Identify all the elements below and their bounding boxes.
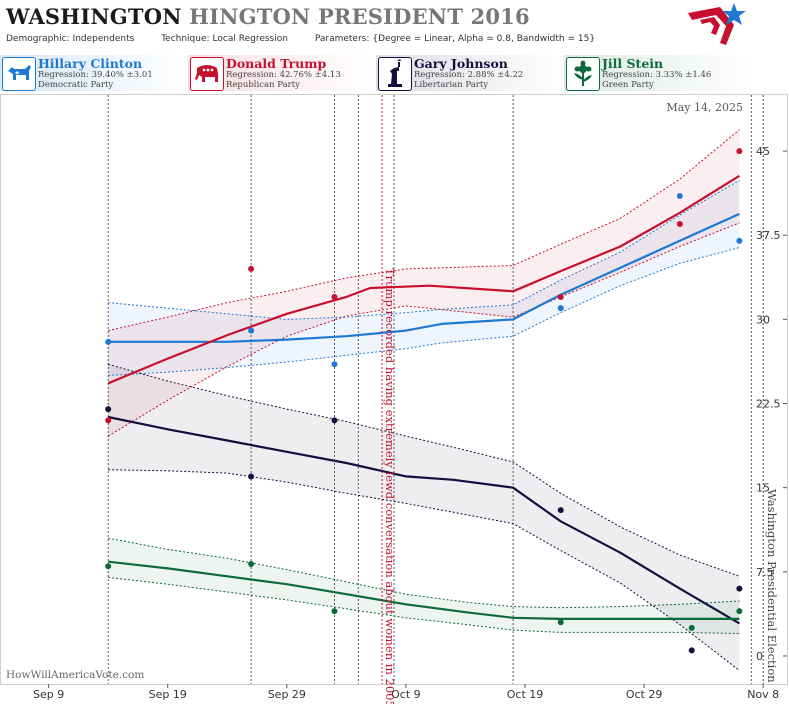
upper-bound-2 bbox=[108, 363, 740, 577]
axes: Sep 9 Sep 19 Sep 29 Oct 9 Oct 19 Oct 29 Nov 8 0… bbox=[33, 145, 787, 701]
poll-point-0-1 bbox=[248, 327, 255, 334]
poll-point-0-4 bbox=[676, 192, 683, 199]
poll-point-0-2 bbox=[331, 361, 338, 368]
poll-point-2-3 bbox=[557, 507, 564, 514]
elephant-icon bbox=[190, 57, 224, 91]
trend-line-3 bbox=[108, 560, 740, 620]
poll-point-1-4 bbox=[676, 221, 683, 228]
confidence-band-3 bbox=[108, 538, 740, 634]
donkey-icon bbox=[2, 57, 36, 91]
trend-line-0 bbox=[108, 212, 740, 343]
x-tick-label-6: Nov 8 bbox=[747, 688, 779, 701]
poll-point-3-3 bbox=[557, 619, 564, 626]
confidence-bounds bbox=[107, 129, 740, 671]
header: WASHINGTON HINGTON PRESIDENT 2016 Demogr… bbox=[0, 0, 789, 50]
confidence-band-1 bbox=[108, 129, 740, 437]
lower-bound-1 bbox=[107, 222, 740, 437]
trend-lines bbox=[107, 174, 740, 625]
poll-point-0-3 bbox=[557, 305, 564, 312]
legend-item-clinton: Hillary Clinton Regression: 39.40% ±3.01… bbox=[0, 55, 188, 91]
candidate-name: Donald Trump bbox=[226, 56, 327, 71]
poll-point-2-4 bbox=[688, 647, 695, 654]
poll-point-1-5 bbox=[736, 148, 743, 155]
poll-point-2-5 bbox=[736, 585, 743, 592]
lower-bound-3 bbox=[108, 576, 740, 634]
upper-bound-0 bbox=[108, 179, 740, 320]
y-tick-label-1: 7.5 bbox=[756, 566, 774, 579]
candidate-party: Libertarian Party bbox=[414, 80, 489, 90]
poll-point-1-0 bbox=[105, 417, 112, 424]
trend-line-1 bbox=[107, 174, 740, 385]
upper-bound-1 bbox=[108, 129, 740, 332]
candidate-regression: Regression: 2.88% ±4.22 bbox=[414, 70, 524, 80]
x-tick-label-4: Oct 19 bbox=[507, 688, 544, 701]
parameters-info: Parameters: {Degree = Linear, Alpha = 0.8… bbox=[314, 34, 596, 44]
legend-item-stein: Jill Stein Regression: 3.33% ±1.46 Green… bbox=[564, 55, 752, 91]
legend-item-trump: Donald Trump Regression: 42.76% ±4.13 Re… bbox=[188, 55, 376, 91]
poll-point-0-5 bbox=[736, 237, 743, 244]
confidence-bands bbox=[108, 129, 740, 671]
annotation-label-1: Washington Presidential Election bbox=[765, 489, 779, 683]
poll-point-2-2 bbox=[331, 417, 338, 424]
poll-point-1-1 bbox=[248, 265, 255, 272]
poll-point-1-2 bbox=[331, 293, 338, 300]
annotation-label-0: Trump recorded having extremely lewd con… bbox=[383, 268, 397, 704]
candidate-regression: Regression: 42.76% ±4.13 bbox=[226, 70, 341, 80]
page-title: WASHINGTON HINGTON PRESIDENT 2016 bbox=[6, 4, 530, 29]
lower-bound-2 bbox=[108, 469, 740, 671]
y-tick-label-5: 37.5 bbox=[756, 229, 781, 242]
poll-point-2-1 bbox=[248, 473, 255, 480]
liberty-torch-icon bbox=[378, 57, 412, 91]
upper-bound-3 bbox=[108, 537, 740, 609]
candidate-legend: Hillary Clinton Regression: 39.40% ±3.01… bbox=[0, 55, 789, 93]
title-rest: HINGTON PRESIDENT 2016 bbox=[189, 4, 530, 29]
trend-line-2 bbox=[107, 415, 740, 625]
candidate-regression: Regression: 39.40% ±3.01 bbox=[38, 70, 153, 80]
subtitle: Demographic: Independents Technique: Local… bbox=[6, 34, 619, 44]
x-tick-label-1: Sep 19 bbox=[149, 688, 187, 701]
flower-icon bbox=[566, 57, 600, 91]
candidate-party: Republican Party bbox=[226, 80, 300, 90]
candidate-name: Jill Stein bbox=[602, 56, 664, 71]
poll-point-3-2 bbox=[331, 608, 338, 615]
date-label: May 14, 2025 bbox=[666, 101, 743, 114]
title-state: WASHINGTON bbox=[6, 4, 182, 29]
poll-points bbox=[105, 148, 743, 654]
demographic-info: Demographic: Independents bbox=[6, 34, 135, 44]
plot-frame bbox=[0, 94, 788, 685]
candidate-party: Democratic Party bbox=[38, 80, 114, 90]
y-tick-label-3: 22.5 bbox=[756, 398, 781, 411]
poll-point-0-0 bbox=[105, 338, 112, 345]
confidence-band-0 bbox=[108, 180, 740, 376]
poll-point-3-5 bbox=[736, 608, 743, 615]
x-tick-label-3: Oct 9 bbox=[391, 688, 421, 701]
x-tick-label-2: Sep 29 bbox=[268, 688, 306, 701]
lower-bound-0 bbox=[108, 247, 740, 376]
poll-point-1-3 bbox=[557, 293, 564, 300]
poll-point-3-0 bbox=[105, 563, 112, 570]
confidence-band-2 bbox=[108, 364, 740, 671]
candidate-name: Gary Johnson bbox=[414, 56, 508, 71]
legend-item-johnson: Gary Johnson Regression: 2.88% ±4.22 Lib… bbox=[376, 55, 564, 91]
x-tick-label-0: Sep 9 bbox=[33, 688, 64, 701]
candidate-party: Green Party bbox=[602, 80, 654, 90]
candidate-name: Hillary Clinton bbox=[38, 56, 143, 71]
candidate-regression: Regression: 3.33% ±1.46 bbox=[602, 70, 712, 80]
poll-point-2-0 bbox=[105, 406, 112, 413]
annotations: May 14, 2025 HowWillAmericaVote.com Trump … bbox=[6, 95, 779, 704]
technique-info: Technique: Local Regression bbox=[161, 34, 288, 44]
x-tick-label-5: Oct 29 bbox=[626, 688, 663, 701]
poll-point-3-1 bbox=[248, 560, 255, 567]
watermark: HowWillAmericaVote.com bbox=[6, 669, 144, 681]
y-tick-label-0: 0 bbox=[756, 650, 763, 663]
site-logo-icon bbox=[688, 3, 746, 45]
poll-point-3-4 bbox=[688, 624, 695, 631]
